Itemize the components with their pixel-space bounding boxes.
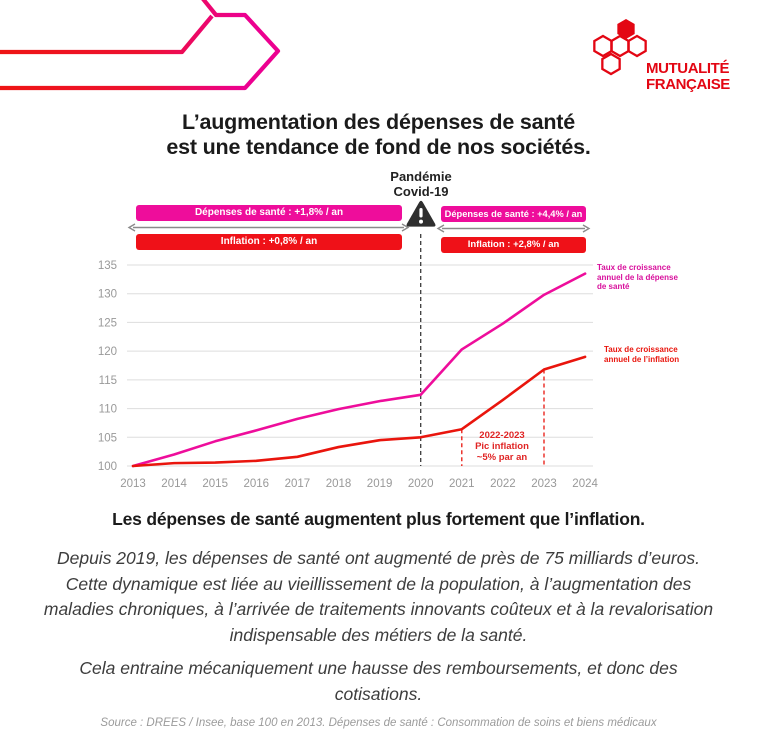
series-label-inflation: Taux de croissance annuel de l’inflation <box>604 345 679 364</box>
pandemic-label: Pandémie Covid-19 <box>361 169 481 199</box>
svg-text:120: 120 <box>98 346 117 358</box>
consequence-paragraph: Cela entraine mécaniquement une hausse d… <box>79 658 678 704</box>
series-label-inflation-line1: Taux de croissance <box>604 345 678 354</box>
svg-text:2018: 2018 <box>326 478 352 490</box>
svg-text:2019: 2019 <box>367 478 393 490</box>
series-label-inflation-line2: annuel de l’inflation <box>604 354 680 364</box>
annotation-line2: Pic inflation <box>475 441 529 452</box>
logo-text-line2: FRANÇAISE <box>646 76 730 93</box>
page-title-line1: L’augmentation des dépenses de santé <box>181 110 576 134</box>
logo-text-line1: MUTUALITÉ <box>646 60 730 77</box>
page-title: L’augmentation des dépenses de santé est… <box>0 110 757 160</box>
range-arrow-right-icon <box>436 224 591 233</box>
svg-text:2013: 2013 <box>120 478 146 490</box>
series-label-depenses: Taux de croissance annuel de la dépense … <box>597 263 678 292</box>
annotation-line3: ~5% par an <box>476 452 528 463</box>
explanation-paragraph: Depuis 2019, les dépenses de santé ont a… <box>43 548 714 645</box>
svg-text:2023: 2023 <box>531 478 557 490</box>
svg-text:2021: 2021 <box>449 478 475 490</box>
range-arrow-left-icon <box>127 223 410 232</box>
svg-text:2014: 2014 <box>161 478 187 490</box>
decorative-corner-lines <box>0 0 281 91</box>
svg-text:110: 110 <box>99 404 117 416</box>
svg-text:135: 135 <box>98 260 117 272</box>
svg-text:2024: 2024 <box>572 478 598 490</box>
svg-text:100: 100 <box>98 461 117 473</box>
warning-triangle-icon <box>406 200 436 227</box>
conclusion-heading: Les dépenses de santé augmentent plus fo… <box>112 509 645 529</box>
banner-inflation-post-covid: Inflation : +2,8% / an <box>441 237 586 253</box>
series-label-depenses-line2: annuel de la dépense <box>597 272 678 282</box>
svg-text:115: 115 <box>99 375 117 387</box>
svg-text:130: 130 <box>98 289 117 301</box>
annotation-line1: 2022-2023 <box>479 430 525 441</box>
growth-chart: 100 105 110 115 120 125 130 135 2013 2014 2015 2016… <box>98 234 598 490</box>
svg-text:2015: 2015 <box>202 478 228 490</box>
svg-text:2016: 2016 <box>244 478 270 490</box>
svg-text:125: 125 <box>98 317 117 329</box>
page-title-line2: est une tendance de fond de nos sociétés… <box>166 135 591 159</box>
series-label-depenses-line1: Taux de croissance <box>597 263 671 272</box>
logo-hexagons-icon <box>593 19 647 76</box>
source-note: Source : DREES / Insee, base 100 en 2013… <box>100 717 657 729</box>
banner-depenses-pre-covid: Dépenses de santé : +1,8% / an <box>136 205 402 221</box>
svg-text:105: 105 <box>98 432 117 444</box>
pandemic-label-line2: Covid-19 <box>393 183 449 199</box>
brand-logo: MUTUALITÉ FRANÇAISE <box>646 61 730 93</box>
banner-inflation-pre-covid: Inflation : +0,8% / an <box>136 234 402 250</box>
pandemic-label-line1: Pandémie <box>390 169 452 184</box>
banner-depenses-post-covid: Dépenses de santé : +4,4% / an <box>441 206 586 222</box>
svg-text:2020: 2020 <box>408 478 434 490</box>
svg-text:2022: 2022 <box>490 478 516 490</box>
inflation-peak-annotation: 2022-2023 Pic inflation ~5% par an <box>452 430 552 463</box>
series-label-depenses-line3: de santé <box>597 282 630 291</box>
svg-text:2017: 2017 <box>285 478 311 490</box>
